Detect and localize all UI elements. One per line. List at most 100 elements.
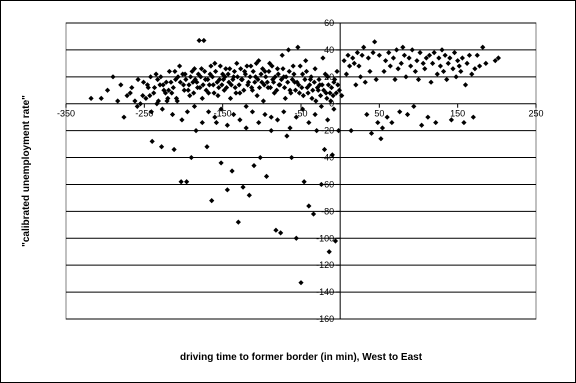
data-point [129, 84, 135, 91]
x-axis-title: driving time to former border (in min), … [180, 352, 423, 363]
data-point [127, 90, 133, 96]
data-point [176, 63, 183, 69]
data-point [409, 47, 415, 53]
data-point [456, 63, 462, 69]
data-point [155, 98, 162, 104]
data-point [248, 63, 254, 69]
data-point [241, 87, 247, 93]
data-point [364, 111, 370, 118]
data-point [365, 55, 371, 61]
data-point [333, 90, 339, 96]
data-point [187, 74, 194, 80]
data-point [238, 66, 244, 72]
data-point [247, 74, 253, 80]
data-point [398, 60, 404, 66]
x-tick-label: 50 [374, 109, 384, 119]
data-point [285, 79, 291, 85]
data-point [318, 181, 324, 188]
data-point [121, 114, 127, 120]
data-point [266, 68, 272, 75]
data-point [170, 84, 176, 91]
data-point [336, 128, 342, 134]
data-point [262, 111, 268, 118]
y-tick-label: -40 [321, 153, 334, 163]
data-point [453, 74, 459, 80]
data-point [199, 95, 205, 101]
data-point [149, 138, 155, 144]
data-point [234, 60, 240, 66]
data-point [326, 249, 332, 255]
data-point [155, 76, 161, 83]
data-point [323, 90, 329, 96]
data-point [437, 63, 444, 69]
data-point [225, 71, 231, 77]
data-point [422, 66, 428, 72]
data-point [362, 79, 368, 85]
data-point [184, 179, 190, 185]
data-point [472, 66, 478, 72]
data-point [204, 144, 210, 150]
data-point [169, 90, 175, 96]
data-point [260, 98, 266, 104]
data-point [282, 95, 288, 101]
data-point [145, 84, 151, 91]
data-point [324, 95, 330, 101]
data-point [229, 168, 235, 174]
data-point [166, 68, 172, 75]
data-point [191, 103, 198, 110]
data-point [281, 109, 287, 115]
data-point [245, 79, 252, 85]
data-point [158, 144, 165, 150]
data-point [348, 128, 354, 134]
data-point [350, 55, 356, 61]
data-point [415, 76, 422, 83]
data-point [455, 58, 461, 64]
y-tick-label: 60 [324, 18, 334, 28]
data-point [211, 90, 217, 96]
data-point [263, 74, 269, 80]
data-point [379, 125, 386, 131]
data-point [466, 52, 473, 58]
data-point [477, 63, 483, 69]
data-point [426, 52, 433, 58]
data-point [205, 76, 211, 83]
data-point [354, 50, 360, 56]
data-point [384, 114, 390, 120]
data-point [343, 71, 350, 77]
data-point [495, 55, 501, 61]
data-point [483, 60, 489, 66]
data-point [279, 52, 285, 58]
data-point [191, 90, 197, 96]
data-point [325, 82, 332, 88]
data-point [383, 58, 389, 64]
data-point [278, 76, 285, 83]
data-point [115, 98, 121, 104]
data-point [168, 79, 174, 85]
data-point [254, 93, 260, 99]
data-point [336, 87, 342, 93]
data-point [301, 179, 307, 185]
data-point [442, 52, 448, 58]
data-point [181, 87, 187, 93]
data-point [297, 63, 303, 69]
data-point [331, 106, 337, 112]
y-tick-label: 40 [324, 45, 334, 55]
y-axis-title: "calibrated unemployment rate" [21, 95, 32, 247]
data-point [277, 82, 283, 88]
data-point [268, 128, 274, 134]
data-point [153, 71, 159, 77]
data-point [378, 136, 384, 142]
data-point [335, 82, 341, 88]
data-point [414, 58, 420, 64]
data-point [397, 109, 403, 115]
data-point [264, 79, 270, 85]
y-tick-label: -20 [321, 126, 334, 136]
data-point [451, 50, 458, 56]
data-point [183, 76, 189, 83]
data-point [376, 52, 382, 58]
data-point [195, 71, 201, 77]
data-point [270, 79, 277, 85]
data-point [147, 93, 153, 99]
data-point [137, 101, 144, 107]
